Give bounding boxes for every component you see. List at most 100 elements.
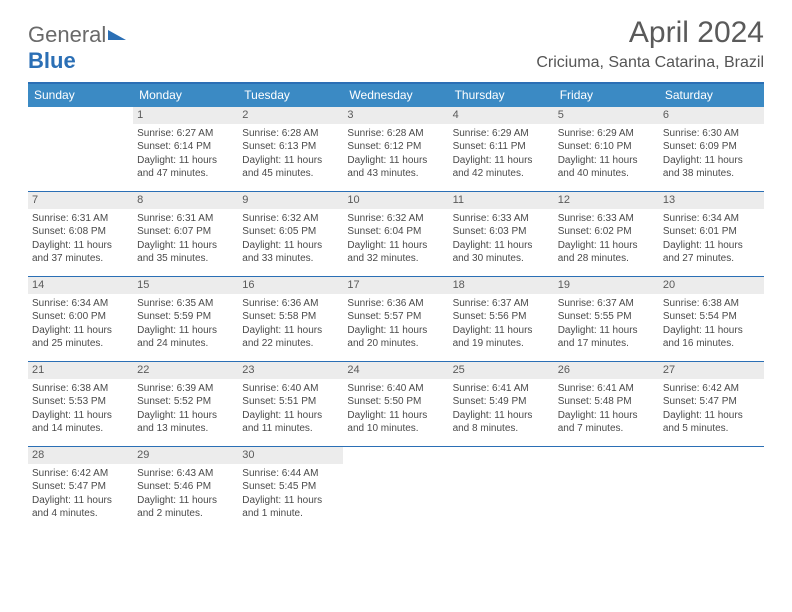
daylight-text: Daylight: 11 hours <box>558 154 655 168</box>
day-cell: 19Sunrise: 6:37 AMSunset: 5:55 PMDayligh… <box>554 277 659 361</box>
day-number: 16 <box>238 277 343 294</box>
day-number: 1 <box>133 107 238 124</box>
day-cell: 2Sunrise: 6:28 AMSunset: 6:13 PMDaylight… <box>238 107 343 191</box>
daylight-text: Daylight: 11 hours <box>137 324 234 338</box>
sunrise-text: Sunrise: 6:39 AM <box>137 382 234 396</box>
sunset-text: Sunset: 5:47 PM <box>663 395 760 409</box>
sunrise-text: Sunrise: 6:28 AM <box>347 127 444 141</box>
sunrise-text: Sunrise: 6:38 AM <box>663 297 760 311</box>
daylight-text: and 19 minutes. <box>453 337 550 351</box>
sunset-text: Sunset: 5:48 PM <box>558 395 655 409</box>
sunset-text: Sunset: 5:46 PM <box>137 480 234 494</box>
daylight-text: and 33 minutes. <box>242 252 339 266</box>
day-cell: 28Sunrise: 6:42 AMSunset: 5:47 PMDayligh… <box>28 447 133 531</box>
brand-part2: Blue <box>28 48 76 73</box>
daylight-text: and 47 minutes. <box>137 167 234 181</box>
weekday-header: Thursday <box>449 84 554 107</box>
daylight-text: Daylight: 11 hours <box>242 409 339 423</box>
day-cell: 24Sunrise: 6:40 AMSunset: 5:50 PMDayligh… <box>343 362 448 446</box>
day-cell: 26Sunrise: 6:41 AMSunset: 5:48 PMDayligh… <box>554 362 659 446</box>
sunrise-text: Sunrise: 6:42 AM <box>32 467 129 481</box>
sunset-text: Sunset: 5:50 PM <box>347 395 444 409</box>
sunrise-text: Sunrise: 6:33 AM <box>558 212 655 226</box>
day-number: 18 <box>449 277 554 294</box>
daylight-text: Daylight: 11 hours <box>347 324 444 338</box>
sunrise-text: Sunrise: 6:32 AM <box>242 212 339 226</box>
daylight-text: Daylight: 11 hours <box>558 409 655 423</box>
calendar-grid: SundayMondayTuesdayWednesdayThursdayFrid… <box>28 82 764 531</box>
day-number: 14 <box>28 277 133 294</box>
sunrise-text: Sunrise: 6:34 AM <box>32 297 129 311</box>
daylight-text: Daylight: 11 hours <box>453 324 550 338</box>
page-title: April 2024 <box>629 16 764 50</box>
day-number: 6 <box>659 107 764 124</box>
sunset-text: Sunset: 6:04 PM <box>347 225 444 239</box>
daylight-text: Daylight: 11 hours <box>32 239 129 253</box>
day-number: 5 <box>554 107 659 124</box>
day-number: 11 <box>449 192 554 209</box>
day-number: 4 <box>449 107 554 124</box>
daylight-text: Daylight: 11 hours <box>453 154 550 168</box>
sunrise-text: Sunrise: 6:34 AM <box>663 212 760 226</box>
day-number: 2 <box>238 107 343 124</box>
weekday-header: Tuesday <box>238 84 343 107</box>
day-cell: 3Sunrise: 6:28 AMSunset: 6:12 PMDaylight… <box>343 107 448 191</box>
daylight-text: Daylight: 11 hours <box>242 324 339 338</box>
daylight-text: Daylight: 11 hours <box>242 494 339 508</box>
day-cell: 21Sunrise: 6:38 AMSunset: 5:53 PMDayligh… <box>28 362 133 446</box>
sunset-text: Sunset: 5:51 PM <box>242 395 339 409</box>
daylight-text: and 42 minutes. <box>453 167 550 181</box>
day-cell: 6Sunrise: 6:30 AMSunset: 6:09 PMDaylight… <box>659 107 764 191</box>
brand-part1: General <box>28 22 106 47</box>
day-number: 20 <box>659 277 764 294</box>
daylight-text: Daylight: 11 hours <box>137 154 234 168</box>
day-cell: 27Sunrise: 6:42 AMSunset: 5:47 PMDayligh… <box>659 362 764 446</box>
daylight-text: Daylight: 11 hours <box>347 154 444 168</box>
daylight-text: Daylight: 11 hours <box>663 239 760 253</box>
daylight-text: and 35 minutes. <box>137 252 234 266</box>
sunset-text: Sunset: 6:07 PM <box>137 225 234 239</box>
sunset-text: Sunset: 6:01 PM <box>663 225 760 239</box>
day-cell: 4Sunrise: 6:29 AMSunset: 6:11 PMDaylight… <box>449 107 554 191</box>
day-cell: 20Sunrise: 6:38 AMSunset: 5:54 PMDayligh… <box>659 277 764 361</box>
sunset-text: Sunset: 5:56 PM <box>453 310 550 324</box>
sunset-text: Sunset: 6:03 PM <box>453 225 550 239</box>
daylight-text: and 16 minutes. <box>663 337 760 351</box>
day-number: 21 <box>28 362 133 379</box>
daylight-text: Daylight: 11 hours <box>242 239 339 253</box>
day-cell: 29Sunrise: 6:43 AMSunset: 5:46 PMDayligh… <box>133 447 238 531</box>
sunset-text: Sunset: 5:45 PM <box>242 480 339 494</box>
sunrise-text: Sunrise: 6:32 AM <box>347 212 444 226</box>
sunset-text: Sunset: 5:47 PM <box>32 480 129 494</box>
day-number: 30 <box>238 447 343 464</box>
daylight-text: and 25 minutes. <box>32 337 129 351</box>
daylight-text: and 11 minutes. <box>242 422 339 436</box>
day-number: 15 <box>133 277 238 294</box>
day-number: 10 <box>343 192 448 209</box>
weekday-header-row: SundayMondayTuesdayWednesdayThursdayFrid… <box>28 84 764 107</box>
weeks-container: 1Sunrise: 6:27 AMSunset: 6:14 PMDaylight… <box>28 107 764 531</box>
day-number: 22 <box>133 362 238 379</box>
daylight-text: Daylight: 11 hours <box>347 239 444 253</box>
daylight-text: and 40 minutes. <box>558 167 655 181</box>
daylight-text: Daylight: 11 hours <box>347 409 444 423</box>
day-cell: 1Sunrise: 6:27 AMSunset: 6:14 PMDaylight… <box>133 107 238 191</box>
day-cell: 5Sunrise: 6:29 AMSunset: 6:10 PMDaylight… <box>554 107 659 191</box>
weekday-header: Sunday <box>28 84 133 107</box>
daylight-text: and 38 minutes. <box>663 167 760 181</box>
sunrise-text: Sunrise: 6:29 AM <box>453 127 550 141</box>
daylight-text: Daylight: 11 hours <box>663 409 760 423</box>
day-cell: 7Sunrise: 6:31 AMSunset: 6:08 PMDaylight… <box>28 192 133 276</box>
day-cell: 10 Sunrise: 6:32 AMSunset: 6:04 PMDayligh… <box>343 192 448 276</box>
sunset-text: Sunset: 6:09 PM <box>663 140 760 154</box>
sunrise-text: Sunrise: 6:38 AM <box>32 382 129 396</box>
day-cell: 22Sunrise: 6:39 AMSunset: 5:52 PMDayligh… <box>133 362 238 446</box>
daylight-text: and 13 minutes. <box>137 422 234 436</box>
sunset-text: Sunset: 5:49 PM <box>453 395 550 409</box>
daylight-text: Daylight: 11 hours <box>32 409 129 423</box>
day-cell: 17Sunrise: 6:36 AMSunset: 5:57 PMDayligh… <box>343 277 448 361</box>
sunset-text: Sunset: 5:52 PM <box>137 395 234 409</box>
sunset-text: Sunset: 6:05 PM <box>242 225 339 239</box>
page-header: General Blue April 2024 Criciuma, Santa … <box>0 0 792 78</box>
day-cell <box>659 447 764 531</box>
